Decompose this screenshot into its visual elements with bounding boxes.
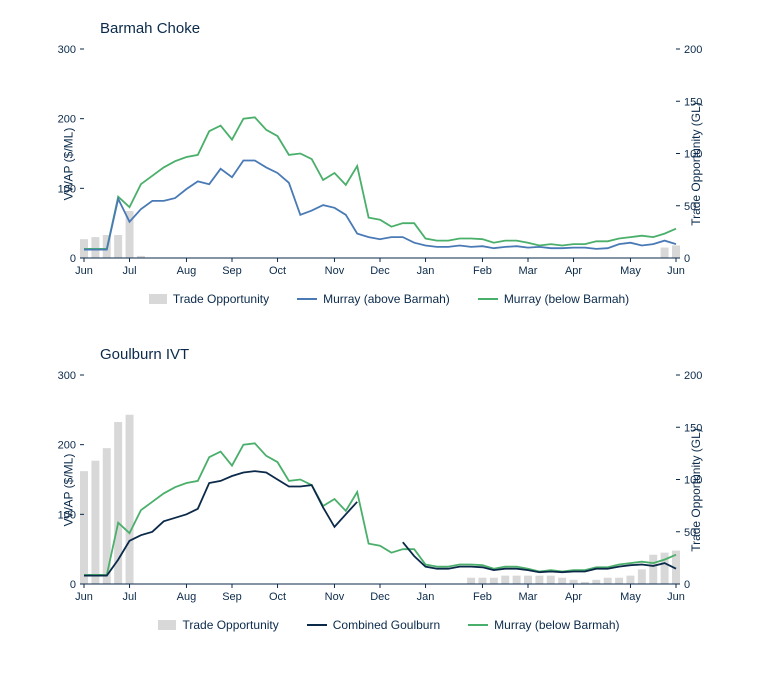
swatch-line bbox=[307, 624, 327, 626]
svg-text:Jun: Jun bbox=[75, 265, 93, 277]
legend-label: Trade Opportunity bbox=[182, 618, 278, 632]
legend-item-b: Murray (below Barmah) bbox=[468, 618, 619, 632]
legend-item-a: Combined Goulburn bbox=[307, 618, 440, 632]
chart-goulburn: Goulburn IVT VWAP ($/ML) Trade Opportuni… bbox=[40, 346, 738, 632]
legend-item-a: Murray (above Barmah) bbox=[297, 292, 450, 306]
svg-text:Jun: Jun bbox=[667, 265, 685, 277]
svg-text:0: 0 bbox=[70, 579, 76, 591]
svg-text:Mar: Mar bbox=[519, 265, 538, 277]
legend-label: Trade Opportunity bbox=[173, 292, 269, 306]
legend-label: Murray (above Barmah) bbox=[323, 292, 450, 306]
legend-item-trade: Trade Opportunity bbox=[149, 292, 269, 306]
legend-label: Murray (below Barmah) bbox=[494, 618, 619, 632]
legend-label: Combined Goulburn bbox=[333, 618, 440, 632]
svg-text:Apr: Apr bbox=[565, 265, 582, 277]
svg-text:200: 200 bbox=[58, 440, 76, 452]
chart-title: Barmah Choke bbox=[100, 20, 738, 37]
chart-plot-area: VWAP ($/ML) Trade Opportunity (GL) 01002… bbox=[40, 367, 738, 612]
svg-text:300: 300 bbox=[58, 44, 76, 56]
svg-text:200: 200 bbox=[58, 114, 76, 126]
svg-text:0: 0 bbox=[70, 253, 76, 265]
svg-text:Feb: Feb bbox=[473, 591, 492, 603]
chart-legend: Trade Opportunity Combined Goulburn Murr… bbox=[40, 618, 738, 632]
svg-text:Aug: Aug bbox=[177, 265, 197, 277]
swatch-bar bbox=[149, 294, 167, 304]
chart-legend: Trade Opportunity Murray (above Barmah) … bbox=[40, 292, 738, 306]
svg-text:Nov: Nov bbox=[325, 591, 345, 603]
y-axis-right-label: Trade Opportunity (GL) bbox=[689, 102, 703, 226]
svg-text:Mar: Mar bbox=[519, 591, 538, 603]
svg-text:200: 200 bbox=[684, 370, 702, 382]
legend-item-b: Murray (below Barmah) bbox=[478, 292, 629, 306]
svg-text:Sep: Sep bbox=[222, 591, 242, 603]
swatch-line bbox=[478, 298, 498, 300]
chart-svg: 0100200300050100150200JunJulAugSepOctNov… bbox=[40, 41, 720, 286]
svg-text:Oct: Oct bbox=[269, 591, 286, 603]
svg-text:Nov: Nov bbox=[325, 265, 345, 277]
svg-text:Jul: Jul bbox=[123, 591, 137, 603]
chart-title: Goulburn IVT bbox=[100, 346, 738, 363]
svg-text:Jul: Jul bbox=[123, 265, 137, 277]
legend-item-trade: Trade Opportunity bbox=[158, 618, 278, 632]
svg-text:Jan: Jan bbox=[417, 591, 435, 603]
svg-text:0: 0 bbox=[684, 579, 690, 591]
svg-text:May: May bbox=[620, 591, 641, 603]
svg-text:Jun: Jun bbox=[667, 591, 685, 603]
svg-text:200: 200 bbox=[684, 44, 702, 56]
svg-text:Feb: Feb bbox=[473, 265, 492, 277]
y-axis-right-label: Trade Opportunity (GL) bbox=[689, 428, 703, 552]
svg-text:Dec: Dec bbox=[370, 591, 390, 603]
svg-text:Aug: Aug bbox=[177, 591, 197, 603]
swatch-line bbox=[297, 298, 317, 300]
svg-text:Jan: Jan bbox=[417, 265, 435, 277]
swatch-line bbox=[468, 624, 488, 626]
chart-svg: 0100200300050100150200JunJulAugSepOctNov… bbox=[40, 367, 720, 612]
svg-text:Oct: Oct bbox=[269, 265, 286, 277]
chart-barmah: Barmah Choke VWAP ($/ML) Trade Opportuni… bbox=[40, 20, 738, 306]
y-axis-left-label: VWAP ($/ML) bbox=[61, 127, 75, 200]
y-axis-left-label: VWAP ($/ML) bbox=[61, 453, 75, 526]
svg-text:Sep: Sep bbox=[222, 265, 242, 277]
legend-label: Murray (below Barmah) bbox=[504, 292, 629, 306]
svg-text:300: 300 bbox=[58, 370, 76, 382]
swatch-bar bbox=[158, 620, 176, 630]
svg-text:Apr: Apr bbox=[565, 591, 582, 603]
svg-text:May: May bbox=[620, 265, 641, 277]
svg-text:Dec: Dec bbox=[370, 265, 390, 277]
svg-text:Jun: Jun bbox=[75, 591, 93, 603]
chart-plot-area: VWAP ($/ML) Trade Opportunity (GL) 01002… bbox=[40, 41, 738, 286]
svg-text:0: 0 bbox=[684, 253, 690, 265]
